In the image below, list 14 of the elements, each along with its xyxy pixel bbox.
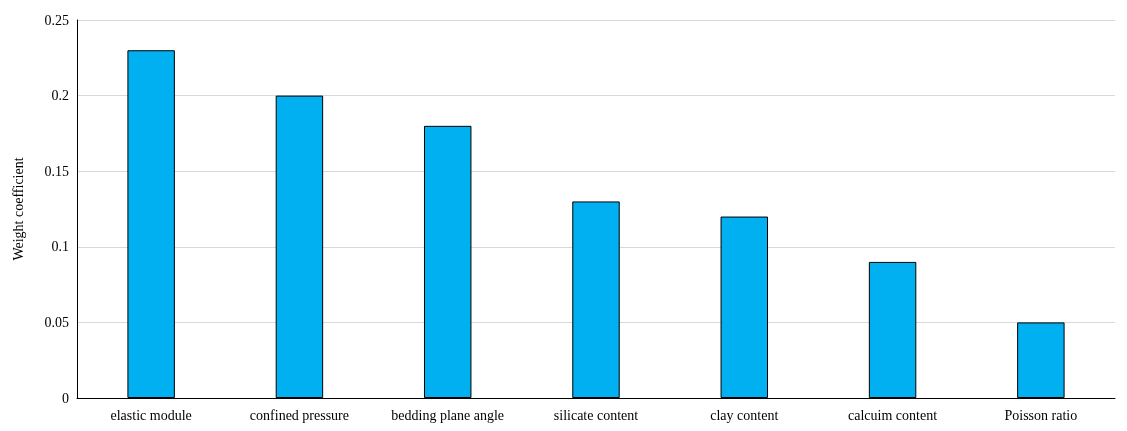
x-tick-label: confined pressure bbox=[249, 407, 349, 423]
y-tick-label: 0.15 bbox=[44, 163, 69, 179]
y-tick-label: 0.25 bbox=[44, 12, 69, 28]
x-tick-label: elastic module bbox=[110, 407, 192, 423]
x-tick-label: Poisson ratio bbox=[1004, 407, 1078, 423]
x-tick-label: bedding plane angle bbox=[391, 407, 505, 423]
x-tick-label: silicate content bbox=[553, 407, 639, 423]
y-axis-title: Weight coefficient bbox=[10, 157, 26, 261]
y-tick-label: 0.2 bbox=[51, 88, 69, 104]
y-tick-label: 0.05 bbox=[44, 314, 69, 330]
x-tick-label: clay content bbox=[710, 407, 779, 423]
x-tick-label: calcuim content bbox=[848, 407, 938, 423]
y-tick-label: 0.1 bbox=[51, 239, 69, 255]
y-tick-label: 0 bbox=[62, 390, 69, 406]
